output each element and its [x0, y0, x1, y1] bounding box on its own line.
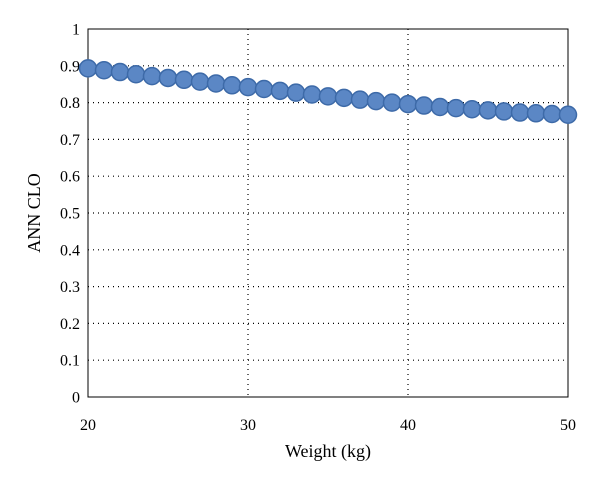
x-axis-title: Weight (kg) — [285, 441, 371, 462]
y-axis-ticks: 0 0.1 0.2 0.3 0.4 0.5 0.6 0.7 0.8 0.9 1 — [60, 22, 80, 407]
data-point — [318, 87, 338, 106]
y-tick-label: 1 — [72, 22, 80, 39]
data-point — [110, 62, 130, 82]
y-tick-label: 0.8 — [60, 95, 80, 112]
data-points — [78, 59, 578, 124]
y-tick-label: 0.6 — [60, 169, 80, 186]
data-point — [238, 77, 258, 97]
data-point — [78, 59, 98, 78]
x-tick-label: 40 — [400, 417, 416, 434]
data-point — [526, 104, 546, 123]
grid-lines — [88, 29, 568, 397]
data-point — [334, 88, 354, 108]
data-point — [270, 81, 290, 101]
data-point — [462, 99, 482, 119]
data-point — [494, 102, 514, 121]
data-point — [398, 94, 418, 114]
data-point — [190, 72, 210, 91]
data-point — [126, 65, 146, 84]
data-point — [414, 96, 434, 115]
x-tick-label: 50 — [560, 417, 576, 434]
plot-area-frame — [87, 28, 569, 398]
data-point — [542, 104, 562, 124]
y-tick-label: 0.4 — [60, 242, 80, 259]
y-tick-label: 0.3 — [60, 279, 80, 296]
y-tick-label: 0.2 — [60, 316, 80, 333]
data-point — [158, 68, 178, 88]
x-tick-label: 30 — [240, 417, 256, 434]
data-point — [174, 70, 194, 90]
x-tick-label: 20 — [80, 417, 96, 434]
data-point — [446, 98, 466, 118]
data-point — [302, 85, 322, 104]
data-point — [286, 83, 306, 102]
data-point — [558, 105, 578, 124]
y-tick-label: 0.1 — [60, 353, 80, 370]
x-axis-ticks: 20 30 40 50 — [80, 417, 576, 434]
data-point — [254, 79, 274, 99]
data-point — [430, 97, 450, 117]
data-point — [94, 60, 114, 80]
data-point — [206, 74, 226, 93]
data-point — [510, 103, 530, 122]
data-point — [142, 66, 162, 86]
y-tick-label: 0 — [72, 390, 80, 407]
y-tick-label: 0.5 — [60, 206, 80, 223]
y-tick-label: 0.9 — [60, 58, 80, 75]
data-point — [222, 76, 242, 95]
y-axis-title: ANN CLO — [24, 173, 44, 253]
data-point — [382, 93, 402, 112]
y-tick-label: 0.7 — [60, 132, 80, 149]
data-point — [366, 91, 386, 111]
data-point — [350, 90, 370, 109]
data-point — [478, 101, 498, 120]
